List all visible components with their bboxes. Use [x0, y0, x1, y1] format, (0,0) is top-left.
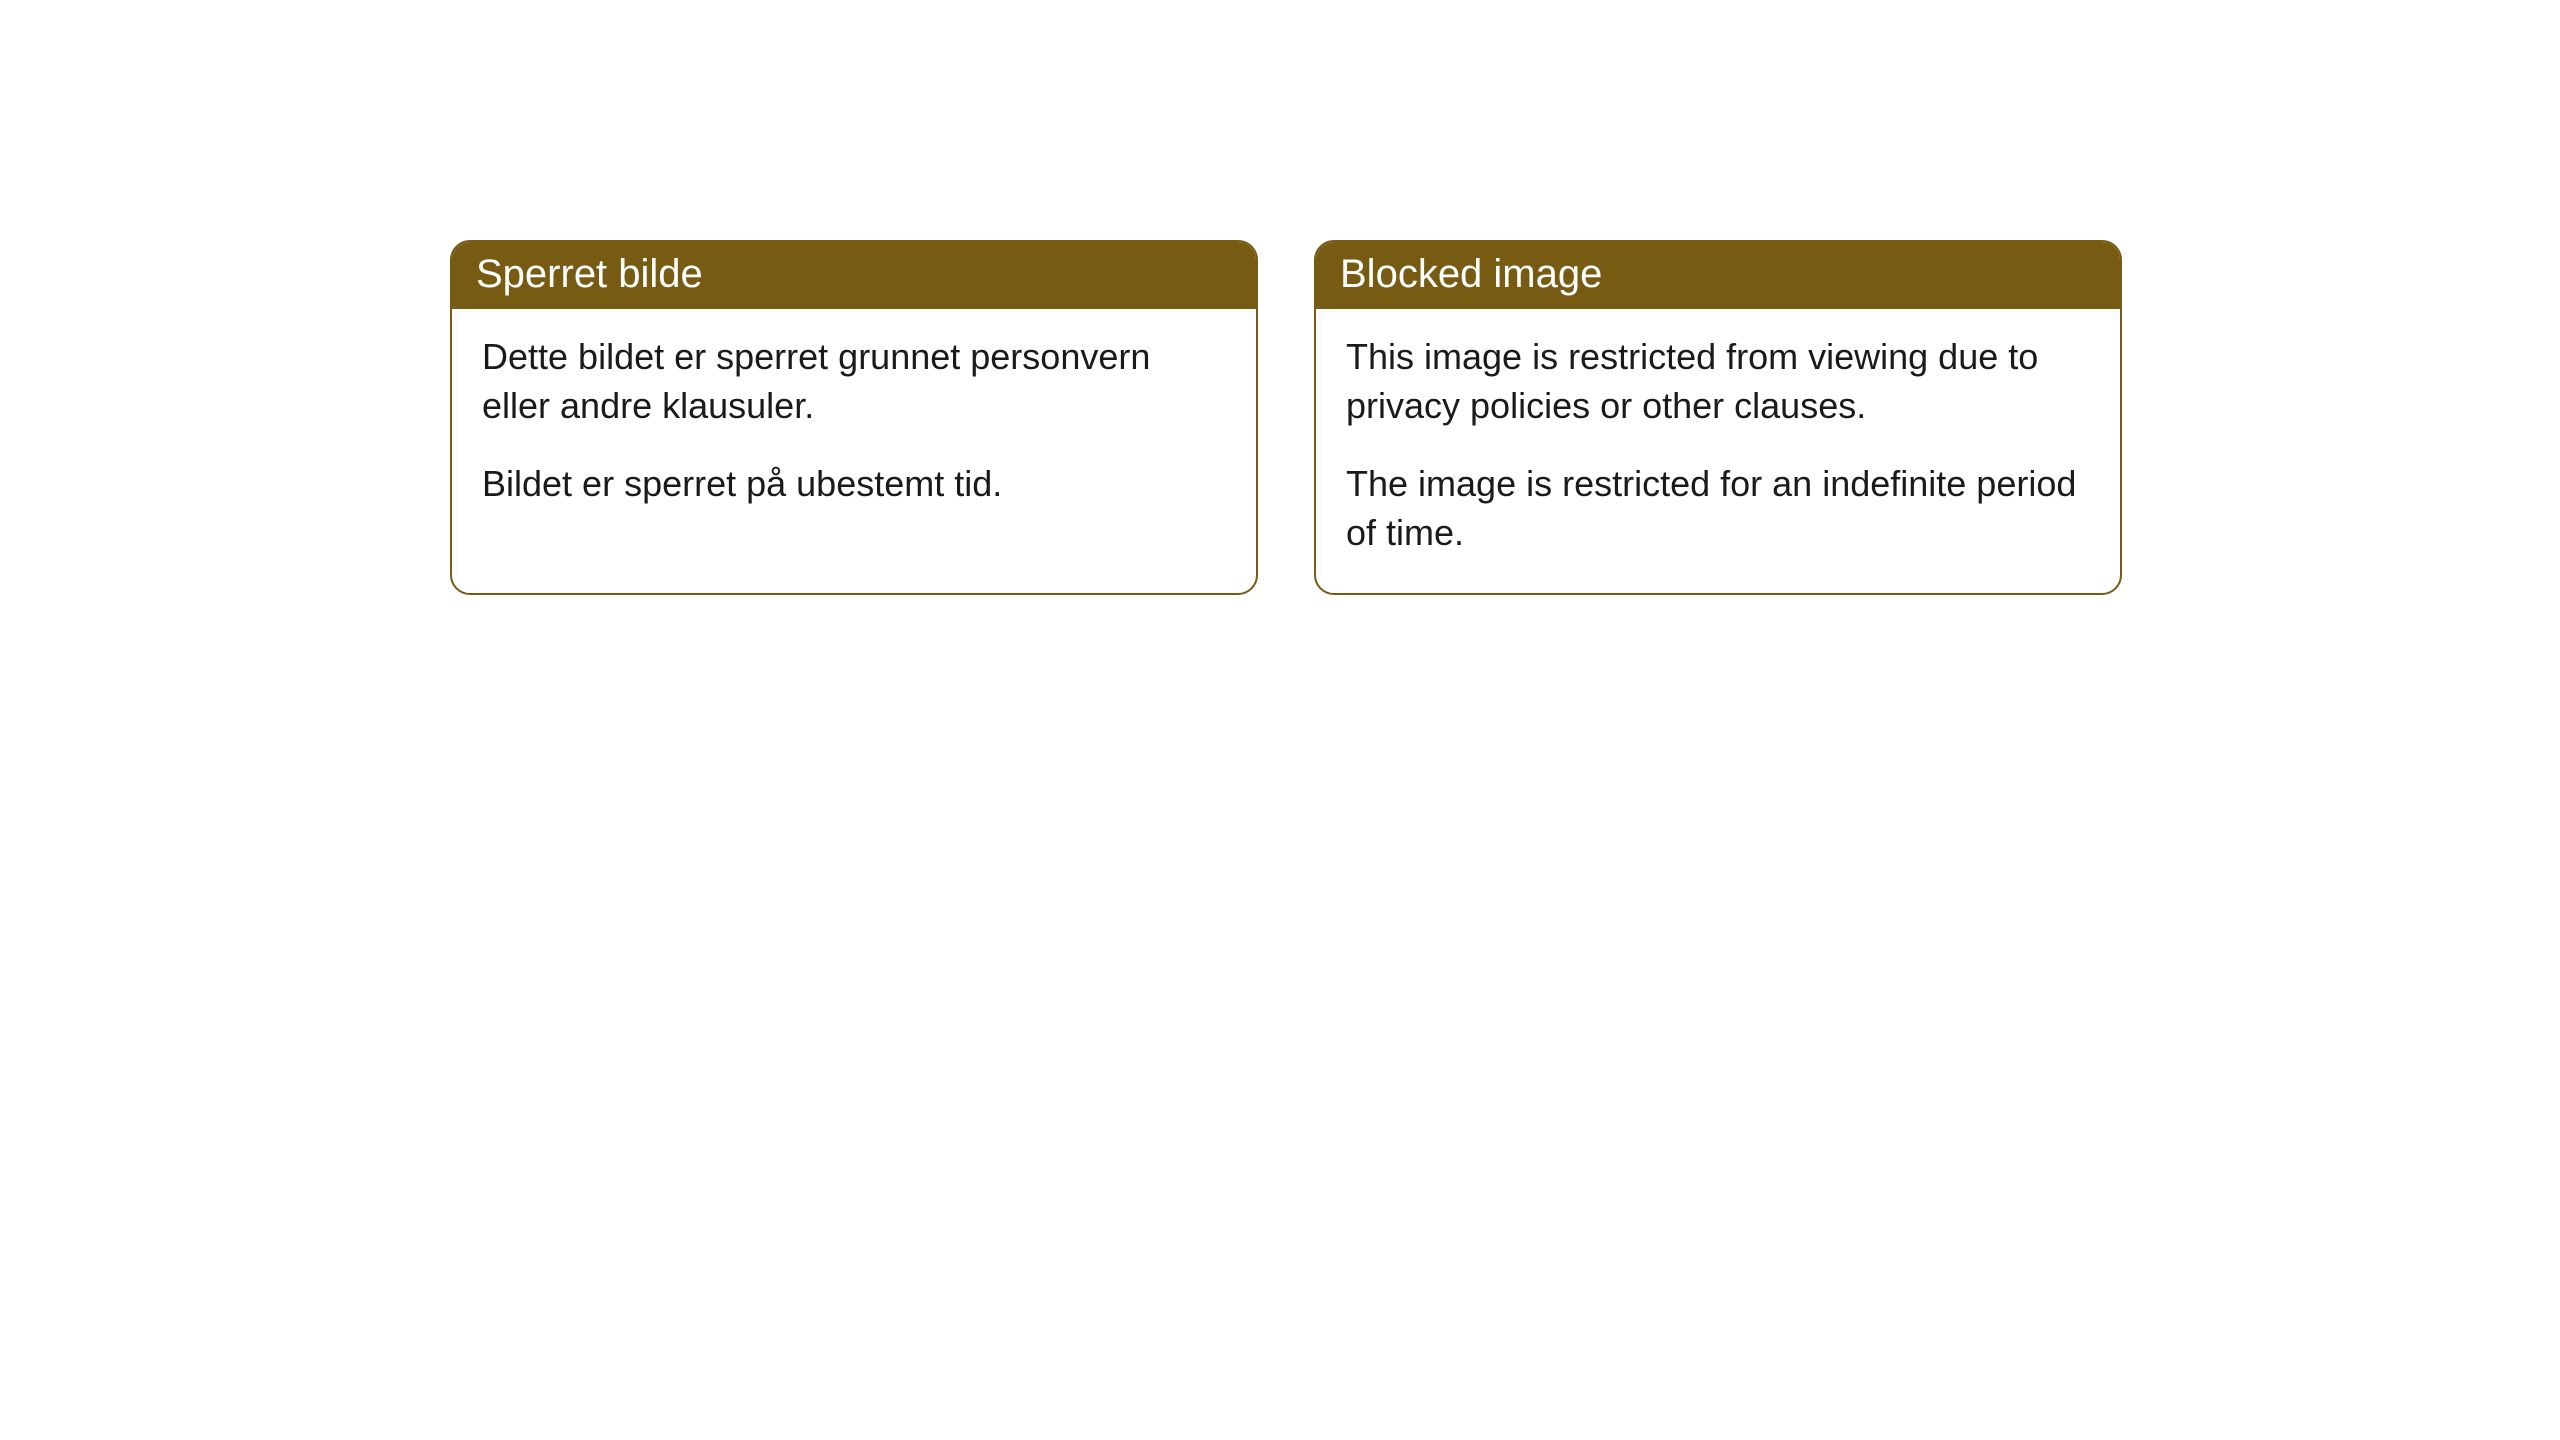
- info-cards-container: Sperret bilde Dette bildet er sperret gr…: [450, 240, 2560, 595]
- card-body: Dette bildet er sperret grunnet personve…: [452, 309, 1256, 545]
- blocked-image-card-norwegian: Sperret bilde Dette bildet er sperret gr…: [450, 240, 1258, 595]
- blocked-image-card-english: Blocked image This image is restricted f…: [1314, 240, 2122, 595]
- card-title: Sperret bilde: [476, 252, 703, 296]
- card-paragraph: Dette bildet er sperret grunnet personve…: [482, 333, 1226, 430]
- card-header: Blocked image: [1316, 242, 2120, 309]
- card-header: Sperret bilde: [452, 242, 1256, 309]
- card-paragraph: This image is restricted from viewing du…: [1346, 333, 2090, 430]
- card-paragraph: Bildet er sperret på ubestemt tid.: [482, 460, 1226, 509]
- card-title: Blocked image: [1340, 252, 1602, 296]
- card-body: This image is restricted from viewing du…: [1316, 309, 2120, 593]
- card-paragraph: The image is restricted for an indefinit…: [1346, 460, 2090, 557]
